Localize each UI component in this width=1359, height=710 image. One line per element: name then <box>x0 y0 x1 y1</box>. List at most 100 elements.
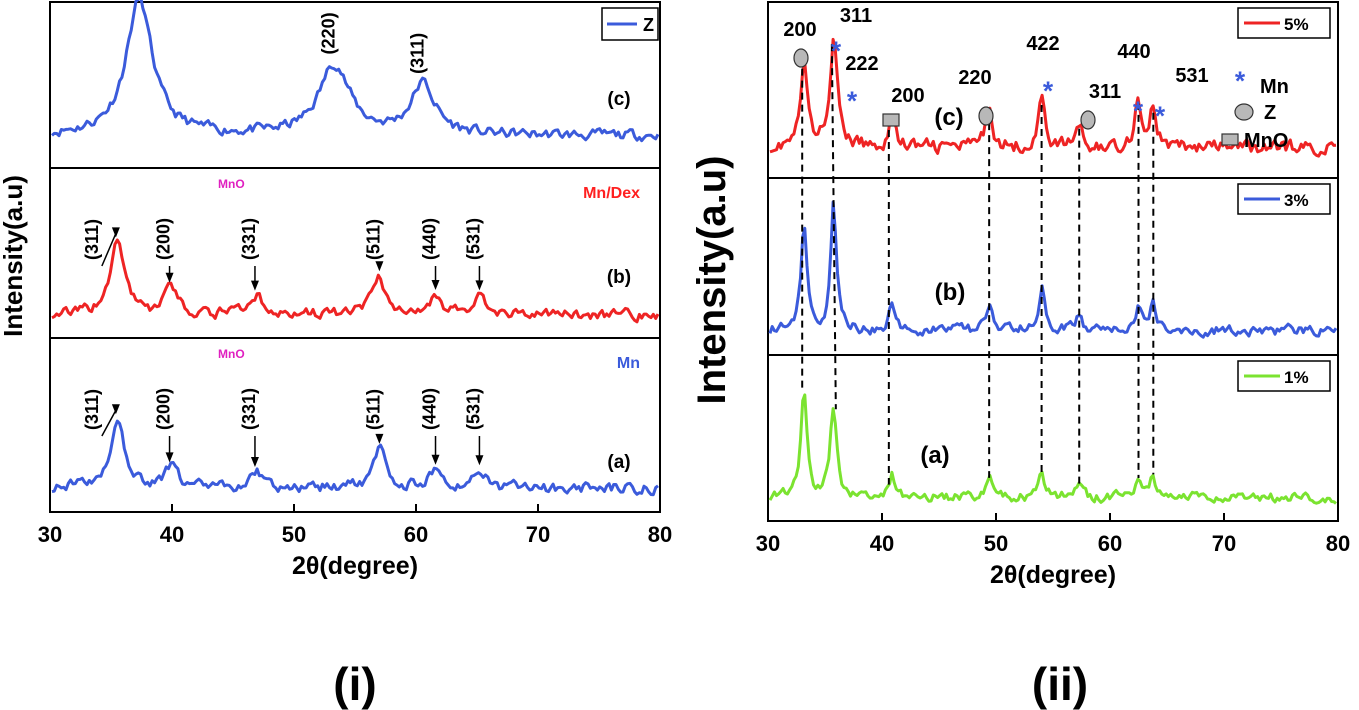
peak-hkl-label: (531) <box>463 218 483 260</box>
z-ellipse-marker <box>1080 110 1096 130</box>
peak-hkl-label: (531) <box>463 388 483 430</box>
x-tick-label: 30 <box>38 522 62 547</box>
x-tick-label: 40 <box>160 522 184 547</box>
x-axis-label: 2θ(degree) <box>990 561 1116 589</box>
panel-ii: 30 40 50 60 70 80 2θ(degree) Intensity(a.u) 5% (c… <box>690 1 1350 710</box>
phase-tag: MnO <box>218 177 245 191</box>
peak-hkl-label: (511) <box>363 219 383 260</box>
peak-index-label: 311 <box>840 5 872 27</box>
x-tick-label: 40 <box>870 531 894 556</box>
legend-label: Z <box>643 15 654 35</box>
series-label: (c) <box>607 89 630 110</box>
series-3pct: 3% (b) <box>768 183 1338 339</box>
peak-index-label: 531 <box>1175 65 1208 87</box>
series-line <box>768 393 1337 505</box>
reference-lines <box>801 44 1155 489</box>
peak-index-label: 200 <box>783 19 816 41</box>
peak-hkl-label: (440) <box>420 218 440 260</box>
peak-arrow-head <box>375 261 384 272</box>
x-tick-label: 50 <box>282 522 306 547</box>
peak-index-label: 220 <box>958 67 991 89</box>
peak-index-label: 222 <box>845 53 878 75</box>
panel-label: (i) <box>333 658 376 710</box>
x-tick-label: 70 <box>526 522 550 547</box>
series-label: (a) <box>607 452 630 473</box>
peak-arrow-head <box>111 227 120 238</box>
peak-arrow-line <box>101 409 117 437</box>
panel-label: (ii) <box>1032 658 1088 710</box>
mn-star-marker: * <box>1155 101 1166 131</box>
peak-hkl-label: (331) <box>239 388 259 430</box>
series-line <box>769 37 1337 158</box>
legend-label: 3% <box>1284 191 1309 210</box>
series-label: (a) <box>920 442 949 469</box>
x-tick-label: 60 <box>404 522 428 547</box>
peak-hkl-label: (511) <box>363 389 383 430</box>
peak-index-label: 440 <box>1117 41 1150 63</box>
x-axis-label: 2θ(degree) <box>292 552 418 580</box>
peak-hkl-label: (200) <box>154 388 174 430</box>
series-5pct: 5% (c) <box>769 7 1337 158</box>
plot-frame <box>767 1 1339 522</box>
peak-arrow-head <box>165 272 174 283</box>
mn-star-marker: * <box>847 86 858 116</box>
marker-legend-label: MnO <box>1244 130 1288 152</box>
peak-arrow-head <box>250 280 259 291</box>
peak-index-label: 422 <box>1026 33 1059 55</box>
peak-arrow-head <box>165 452 174 463</box>
peak-hkl-label: (220) <box>318 12 338 54</box>
mn-star-marker: * <box>831 36 842 66</box>
panel-i: 30 40 50 60 70 80 2θ(degree) Intensity(a.u) (c) Z… <box>0 0 672 710</box>
peak-arrow-head <box>431 454 440 465</box>
series-mn: (a) Mn MnO (311) (200) (331) (511) (440) (531) <box>51 347 659 497</box>
series-line <box>768 200 1338 339</box>
peak-arrow-head <box>475 280 484 291</box>
series-legend-text: Mn <box>617 355 640 372</box>
legend-label: 1% <box>1284 368 1309 387</box>
series-label: (b) <box>935 279 966 306</box>
series-line <box>51 238 660 324</box>
mno-rect-marker <box>882 113 900 127</box>
y-axis-label: Intensity(a.u) <box>0 175 28 337</box>
mn-star-marker: * <box>1043 76 1054 106</box>
x-tick-label: 50 <box>984 531 1008 556</box>
x-tick-label: 80 <box>648 522 672 547</box>
legend-mno-rect <box>1221 133 1239 146</box>
plot-frame <box>49 1 661 513</box>
z-ellipse-marker <box>793 48 809 68</box>
y-axis-label: Intensity(a.u) <box>690 156 734 405</box>
series-label: (c) <box>934 104 963 131</box>
z-ellipse-marker <box>978 106 994 126</box>
phase-tag: MnO <box>218 347 245 361</box>
reference-dashed-line <box>830 44 837 410</box>
x-tick-label: 60 <box>1098 531 1122 556</box>
marker-legend-label: Mn <box>1260 76 1289 98</box>
x-tick-label: 70 <box>1212 531 1236 556</box>
peak-arrow-line <box>101 233 117 267</box>
peak-arrow-head <box>375 433 384 444</box>
mn-star-marker: * <box>1235 66 1246 96</box>
peak-hkl-label: (311) <box>82 219 102 260</box>
peak-index-label: 311 <box>1089 81 1121 103</box>
peak-arrow-head <box>111 404 120 415</box>
peak-hkl-label: (311) <box>82 389 102 430</box>
legend-z-ellipse <box>1234 103 1254 121</box>
marker-legend-label: Z <box>1264 102 1276 124</box>
series-1pct: 1% (a) <box>768 360 1337 505</box>
series-mn-dex: (b) Mn/Dex MnO (311) (200) (331) (511) (440) (53… <box>51 177 660 324</box>
series-legend-text: Mn/Dex <box>583 185 640 202</box>
series-line <box>51 419 659 497</box>
series-z: (c)Z(111)(220)(311) <box>51 0 660 143</box>
peak-hkl-label: (440) <box>420 388 440 430</box>
x-tick-label: 80 <box>1326 531 1350 556</box>
legend-label: 5% <box>1284 15 1309 34</box>
peak-index-label: 200 <box>891 85 924 107</box>
peak-hkl-label: (331) <box>239 218 259 260</box>
peak-hkl-label: (200) <box>154 218 174 260</box>
x-tick-label: 30 <box>756 531 780 556</box>
peak-arrow-head <box>475 455 484 466</box>
peak-arrow-head <box>431 279 440 290</box>
series-line <box>51 0 660 143</box>
peak-arrow-head <box>250 457 259 468</box>
